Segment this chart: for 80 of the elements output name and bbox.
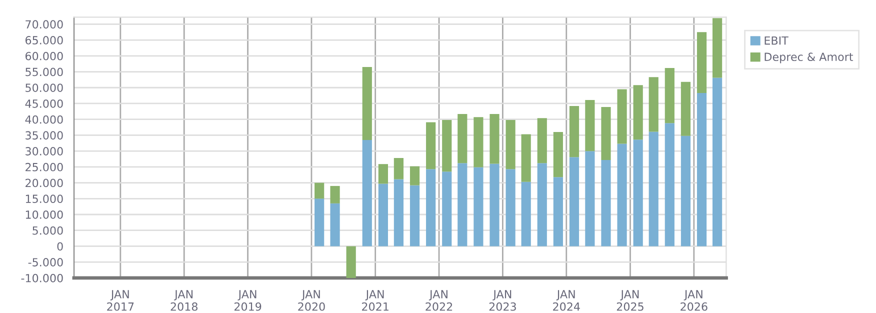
bar [680, 82, 691, 136]
y-tick-label: 25.000 [26, 162, 63, 172]
x-tick-label: JAN 2017 [107, 290, 134, 311]
y-tick-label: 15.000 [26, 194, 63, 204]
x-tick-label: JAN 2020 [298, 290, 325, 311]
bar [521, 134, 531, 182]
x-tick-label: JAN 2022 [426, 290, 452, 311]
bar [394, 158, 404, 180]
y-tick-label: -5.000 [28, 258, 63, 266]
y-tick-label: 30.000 [26, 147, 63, 156]
y-tick-label: 55.000 [26, 68, 63, 76]
y-tick-label: 45.000 [25, 99, 63, 108]
bar [506, 120, 516, 170]
bar [490, 114, 500, 164]
y-tick-label: -10.000 [21, 274, 63, 282]
bar [601, 160, 611, 246]
bar [648, 77, 658, 132]
bar [633, 85, 643, 140]
bar [569, 157, 580, 246]
y-tick-label: 65.000 [26, 36, 63, 44]
bar [664, 68, 674, 124]
y-tick-label: 70.000 [26, 20, 63, 29]
x-tick-label: JAN 2023 [489, 290, 516, 311]
bar [569, 106, 580, 158]
bar [648, 132, 658, 246]
legend-label: Deprec & Amort [764, 52, 854, 64]
bar [521, 182, 531, 246]
bar [346, 246, 356, 278]
x-tick-label: JAN 2021 [362, 290, 388, 311]
bar [680, 136, 691, 246]
x-tick-label: JAN 2026 [680, 290, 708, 311]
bar [362, 140, 372, 246]
y-tick-label: 20.000 [26, 178, 63, 188]
y-tick-label: 40.000 [25, 115, 63, 124]
bar [585, 151, 595, 246]
bar [617, 89, 627, 144]
bar [696, 93, 707, 246]
y-tick-label: 50.000 [26, 84, 63, 92]
bar [553, 177, 563, 246]
x-tick-label: JAN 2025 [616, 290, 644, 311]
bar [410, 166, 420, 186]
bar [585, 100, 595, 152]
bar [330, 186, 340, 204]
bar [537, 118, 547, 164]
bar [458, 163, 468, 246]
y-tick-label: 5.000 [32, 226, 63, 235]
x-tick-label: JAN 2024 [553, 290, 580, 311]
bar [362, 67, 372, 140]
y-tick-label: 10.000 [26, 210, 63, 219]
bar [314, 198, 324, 246]
bar [426, 169, 436, 246]
bar [426, 122, 436, 170]
bar [394, 179, 404, 246]
x-tick-label: JAN 2019 [234, 290, 262, 311]
bar [696, 32, 707, 94]
bar [712, 78, 722, 246]
bar [601, 106, 611, 160]
y-tick-label: 0 [57, 242, 63, 251]
bar [410, 185, 420, 246]
bar [314, 182, 324, 199]
bar [330, 203, 340, 246]
bar [553, 132, 563, 178]
bar [442, 120, 452, 172]
bar [490, 164, 500, 246]
y-tick-label: 35.000 [26, 131, 63, 140]
bar [442, 172, 452, 246]
bar [664, 123, 674, 246]
bar [506, 169, 516, 246]
bar [474, 117, 484, 168]
bar [458, 114, 468, 164]
bar [712, 18, 722, 78]
x-tick-label: JAN 2018 [170, 290, 198, 311]
bar [617, 144, 627, 246]
bar [378, 184, 388, 246]
bar [633, 140, 643, 246]
bar [378, 164, 388, 184]
y-tick-label: 60.000 [26, 52, 63, 60]
bar [474, 167, 484, 246]
bar [537, 163, 547, 246]
legend-label: EBIT [764, 36, 788, 45]
